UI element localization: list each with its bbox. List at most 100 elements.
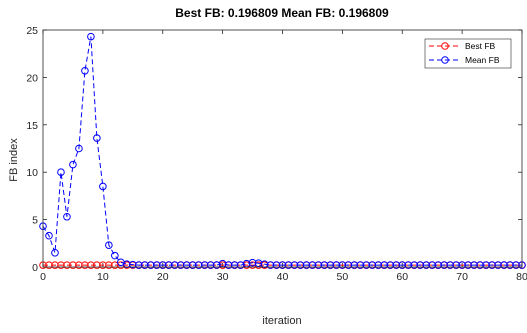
- data-point-mean-fb: [356, 261, 365, 269]
- x-tick-label: 0: [40, 271, 46, 283]
- x-tick-label: 40: [277, 271, 289, 283]
- data-point-mean-fb: [458, 261, 466, 269]
- data-point-best-fb: [75, 261, 83, 269]
- data-point-mean-fb: [140, 261, 149, 269]
- data-point-mean-fb: [338, 261, 347, 269]
- chart-title: Best FB: 0.196809 Mean FB: 0.196809: [175, 6, 389, 20]
- data-point-mean-fb: [482, 261, 490, 269]
- legend-label-mean-fb: Mean FB: [465, 55, 500, 65]
- data-point-mean-fb: [326, 261, 335, 269]
- data-point-mean-fb: [266, 261, 275, 269]
- x-tick-label: 70: [456, 271, 468, 283]
- data-point-mean-fb: [99, 182, 107, 191]
- data-point-mean-fb: [284, 261, 293, 269]
- data-point-mean-fb: [344, 261, 353, 269]
- data-point-best-fb: [45, 261, 53, 269]
- x-ticks: 0 10 20 30 40 50 60 70 80: [40, 30, 527, 283]
- data-point-mean-fb: [69, 160, 77, 169]
- data-point-mean-fb: [488, 261, 496, 269]
- x-tick-label: 30: [217, 271, 229, 283]
- legend-box: [424, 38, 512, 69]
- data-point-mean-fb: [146, 261, 155, 269]
- data-point-best-fb: [93, 261, 101, 269]
- data-point-best-fb: [63, 261, 71, 269]
- data-point-best-fb: [117, 261, 125, 269]
- y-tick-label: 20: [26, 72, 38, 84]
- data-point-mean-fb: [105, 241, 113, 249]
- data-point-mean-fb: [308, 261, 317, 269]
- data-point-mean-fb: [75, 144, 83, 153]
- data-point-mean-fb: [470, 261, 478, 269]
- data-point-mean-fb: [476, 261, 484, 269]
- data-point-mean-fb: [194, 261, 203, 269]
- data-point-best-fb: [57, 261, 65, 269]
- data-point-mean-fb: [302, 261, 311, 269]
- data-point-mean-fb: [45, 231, 53, 240]
- legend-item-mean-fb: Mean FB: [429, 55, 500, 65]
- data-point-mean-fb: [332, 261, 341, 269]
- data-point-mean-fb: [176, 261, 185, 269]
- data-point-mean-fb: [434, 261, 442, 269]
- data-point-mean-fb: [81, 66, 89, 75]
- data-point-mean-fb: [248, 258, 257, 267]
- data-point-mean-fb: [272, 261, 281, 269]
- plot-area: [43, 30, 522, 267]
- plot-frame: [42, 29, 523, 268]
- data-point-mean-fb: [51, 248, 59, 257]
- data-point-best-fb: [51, 261, 59, 269]
- data-point-best-fb: [69, 261, 77, 269]
- data-point-mean-fb: [224, 261, 233, 269]
- data-point-mean-fb: [278, 261, 287, 269]
- data-point-mean-fb: [380, 261, 389, 269]
- y-ticks: 0 5 10 15 20 25: [26, 25, 522, 274]
- data-point-mean-fb: [87, 32, 95, 41]
- data-point-mean-fb: [111, 251, 119, 260]
- series-line-mean-fb: [42, 36, 522, 266]
- x-tick-label: 20: [157, 271, 169, 283]
- data-point-mean-fb: [350, 261, 359, 269]
- data-point-mean-fb: [398, 261, 407, 269]
- data-point-mean-fb: [320, 261, 329, 269]
- data-point-mean-fb: [123, 260, 131, 268]
- data-point-mean-fb: [416, 261, 425, 269]
- data-point-mean-fb: [506, 261, 514, 269]
- x-tick-label: 60: [396, 271, 408, 283]
- data-point-mean-fb: [314, 261, 323, 269]
- data-point-mean-fb: [164, 261, 173, 269]
- data-point-best-fb: [105, 261, 113, 269]
- data-point-mean-fb: [428, 261, 436, 269]
- y-tick-label: 10: [26, 167, 38, 179]
- data-point-mean-fb: [200, 261, 209, 269]
- data-point-mean-fb: [440, 261, 448, 269]
- legend-marker-best-fb: [441, 42, 449, 50]
- data-point-mean-fb: [392, 261, 401, 269]
- data-point-mean-fb: [158, 261, 167, 269]
- data-point-mean-fb: [152, 261, 161, 269]
- legend-marker-mean-fb: [441, 56, 449, 64]
- data-point-mean-fb: [135, 261, 143, 269]
- x-tick-label: 50: [337, 271, 349, 283]
- x-axis-label: iteration: [262, 315, 301, 327]
- legend: Best FB Mean FB: [424, 38, 512, 69]
- data-point-mean-fb: [368, 261, 377, 269]
- data-point-mean-fb: [422, 261, 431, 269]
- y-tick-label: 0: [32, 262, 38, 274]
- series-layer: [39, 32, 526, 269]
- data-point-mean-fb: [188, 261, 197, 269]
- data-point-mean-fb: [494, 261, 502, 269]
- data-point-mean-fb: [386, 261, 395, 269]
- data-point-mean-fb: [206, 261, 215, 269]
- data-point-mean-fb: [170, 261, 179, 269]
- data-point-best-fb: [87, 261, 95, 269]
- data-point-mean-fb: [230, 261, 239, 269]
- data-point-mean-fb: [446, 261, 454, 269]
- y-tick-label: 15: [26, 120, 38, 132]
- data-point-best-fb: [99, 261, 107, 269]
- y-tick-label: 25: [26, 25, 38, 37]
- series-mean-fb: [39, 32, 526, 269]
- data-point-mean-fb: [290, 261, 299, 269]
- data-point-mean-fb: [182, 261, 191, 269]
- data-point-mean-fb: [500, 261, 508, 269]
